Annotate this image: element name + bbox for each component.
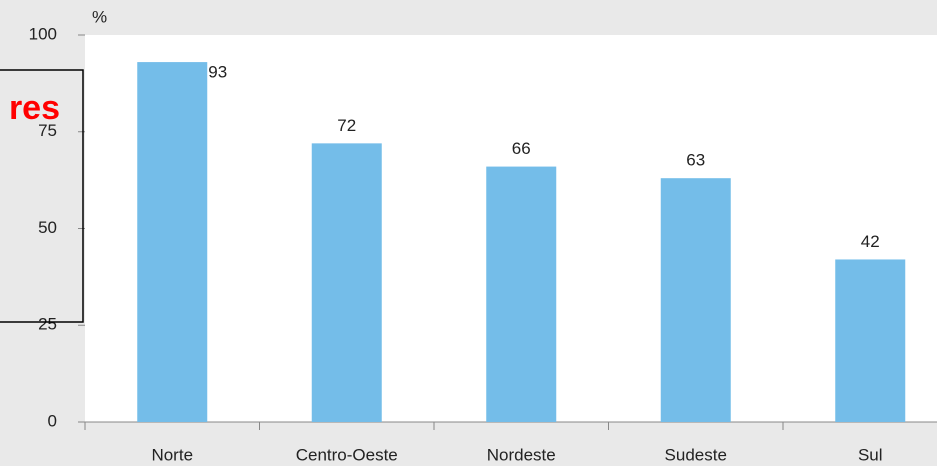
x-tick-label: Centro-Oeste — [296, 445, 398, 464]
y-tick-label: 100 — [29, 24, 57, 43]
x-tick-label: Sudeste — [665, 445, 727, 464]
unit-label: % — [92, 7, 107, 26]
value-label: 72 — [337, 116, 356, 135]
x-tick-label: Sul — [858, 445, 883, 464]
value-label: 66 — [512, 139, 531, 158]
bar — [660, 178, 731, 422]
x-tick-label: Norte — [151, 445, 193, 464]
value-label: 63 — [686, 151, 705, 170]
overlay-text: res — [9, 89, 60, 127]
value-label: 93 — [208, 63, 227, 82]
bar — [137, 62, 208, 423]
y-tick-label: 75 — [38, 121, 57, 140]
x-tick-label: Nordeste — [487, 445, 556, 464]
overlay-box — [0, 69, 84, 323]
bar — [486, 166, 557, 422]
bar — [311, 143, 382, 423]
y-tick-label: 25 — [38, 315, 57, 334]
y-tick-label: 0 — [48, 411, 57, 430]
bar — [835, 259, 906, 422]
y-tick-label: 50 — [38, 218, 57, 237]
value-label: 42 — [861, 232, 880, 251]
